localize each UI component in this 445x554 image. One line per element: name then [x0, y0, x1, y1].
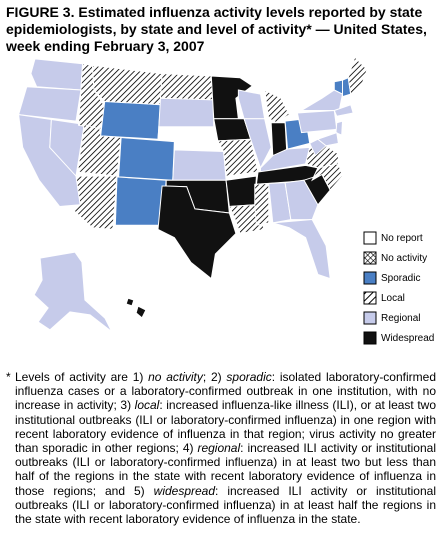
- state: [335, 120, 344, 136]
- legend-label: Widespread: [381, 333, 434, 344]
- state: [263, 89, 290, 124]
- state: [159, 73, 214, 101]
- footnote-run: : increased ILI activity or institutiona…: [15, 483, 436, 527]
- legend-swatch: [363, 251, 377, 265]
- legend-label: No activity: [381, 253, 427, 264]
- state: [272, 219, 331, 280]
- footnote-run: : isolated laboratory-confirmed influenz…: [15, 370, 436, 413]
- legend-swatch: [363, 311, 377, 325]
- footnote: * Levels of activity are 1) no activity;…: [6, 370, 436, 526]
- state: [30, 58, 84, 91]
- legend-swatch: [363, 331, 377, 345]
- footnote-term: widespread: [153, 483, 216, 498]
- state: [71, 175, 118, 230]
- footnote-term: regional: [197, 441, 241, 456]
- state: [91, 64, 163, 106]
- footnote-term: local: [134, 398, 160, 413]
- state: [284, 179, 319, 221]
- legend-label: No report: [381, 233, 423, 244]
- title: FIGURE 3. Estimated influenza activity l…: [6, 4, 438, 55]
- alaska: [33, 251, 113, 333]
- footnote-text: Levels of activity are 1) no activity; 2…: [6, 370, 436, 526]
- state: [347, 56, 368, 95]
- footnote-run: ; 2): [202, 370, 227, 384]
- state: [217, 138, 259, 177]
- state: [316, 131, 339, 147]
- legend: No report No activity Sporadic Local Regiona…: [363, 231, 434, 345]
- state: [158, 97, 215, 128]
- legend-swatch: [363, 231, 377, 245]
- state: [114, 176, 167, 226]
- legend-label: Local: [381, 293, 405, 304]
- footnote-term: sporadic: [226, 370, 272, 384]
- footnote-marker: *: [6, 370, 11, 384]
- state: [172, 149, 227, 181]
- footnote-run: : increased influenza-like illness (ILI)…: [15, 398, 436, 456]
- state: [254, 182, 270, 226]
- figure-label: FIGURE 3.: [6, 4, 75, 20]
- state: [296, 109, 338, 134]
- state: [243, 118, 272, 170]
- figure-title: Estimated influenza activity levels repo…: [6, 4, 427, 54]
- legend-swatch: [363, 291, 377, 305]
- state: [225, 175, 257, 207]
- state: [157, 185, 237, 280]
- legend-swatch: [363, 271, 377, 285]
- state: [100, 100, 161, 140]
- state: [17, 86, 82, 122]
- state: [237, 89, 266, 120]
- state: [333, 104, 354, 117]
- legend-label: Sporadic: [381, 273, 420, 284]
- legend-label: Regional: [381, 313, 420, 324]
- footnote-term: no activity: [148, 370, 203, 384]
- hawaii: [135, 305, 147, 319]
- map: No report No activity Sporadic Local Regiona…: [17, 56, 434, 345]
- state: [118, 137, 175, 181]
- footnote-run: Levels of activity are 1): [15, 370, 149, 384]
- footnote-run: : increased ILI activity or institutiona…: [15, 441, 436, 498]
- contiguous-states: [17, 56, 368, 280]
- hawaii: [125, 297, 135, 307]
